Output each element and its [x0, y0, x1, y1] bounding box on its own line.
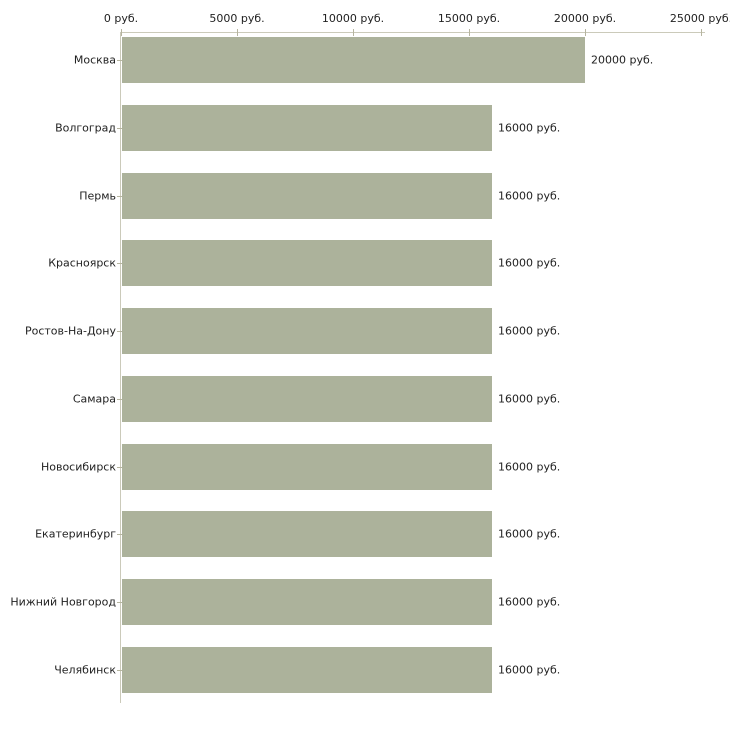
x-axis-tick-label: 5000 руб. — [209, 12, 265, 25]
x-axis-tick-label: 15000 руб. — [437, 12, 501, 25]
bar — [122, 376, 492, 422]
y-axis-tick-mark — [117, 331, 124, 332]
value-label: 16000 руб. — [498, 256, 561, 270]
value-label: 16000 руб. — [498, 663, 561, 677]
category-label: Самара — [72, 392, 116, 406]
x-axis-tick-mark — [237, 29, 238, 36]
x-axis-tick-mark — [353, 29, 354, 36]
bar — [122, 444, 492, 490]
category-label: Москва — [73, 53, 116, 67]
value-label: 16000 руб. — [498, 121, 561, 135]
y-axis-tick-mark — [117, 263, 124, 264]
value-label: 16000 руб. — [498, 527, 561, 541]
bar — [122, 511, 492, 557]
value-label: 16000 руб. — [498, 189, 561, 203]
bar — [122, 579, 492, 625]
bar — [122, 647, 492, 693]
category-label: Екатеринбург — [35, 527, 116, 541]
y-axis-tick-mark — [117, 128, 124, 129]
y-axis-tick-mark — [117, 60, 124, 61]
bar — [122, 240, 492, 286]
x-axis-tick-label: 25000 руб. — [669, 12, 730, 25]
x-axis-tick-label: 20000 руб. — [553, 12, 617, 25]
value-label: 16000 руб. — [498, 392, 561, 406]
x-axis-tick-label: 0 руб. — [103, 12, 139, 25]
y-axis-tick-mark — [117, 602, 124, 603]
category-label: Ростов-На-Дону — [24, 324, 116, 338]
y-axis-tick-mark — [117, 670, 124, 671]
category-label: Пермь — [79, 189, 116, 203]
x-axis-line — [121, 32, 705, 33]
y-axis-tick-mark — [117, 467, 124, 468]
y-axis-tick-mark — [117, 399, 124, 400]
y-axis-line — [120, 32, 121, 703]
x-axis-tick-mark — [121, 29, 122, 36]
bar — [122, 173, 492, 219]
category-label: Красноярск — [48, 256, 116, 270]
y-axis-tick-mark — [117, 534, 124, 535]
value-label: 16000 руб. — [498, 595, 561, 609]
x-axis-tick-mark — [585, 29, 586, 36]
category-label: Челябинск — [54, 663, 116, 677]
x-axis-tick-label: 10000 руб. — [321, 12, 385, 25]
value-label: 16000 руб. — [498, 460, 561, 474]
category-label: Волгоград — [55, 121, 116, 135]
category-label: Нижний Новгород — [10, 595, 116, 609]
bar — [122, 37, 585, 83]
value-label: 20000 руб. — [591, 53, 654, 67]
bar — [122, 308, 492, 354]
value-label: 16000 руб. — [498, 324, 561, 338]
category-label: Новосибирск — [40, 460, 116, 474]
y-axis-tick-mark — [117, 196, 124, 197]
bar — [122, 105, 492, 151]
x-axis-tick-mark — [701, 29, 702, 36]
x-axis-tick-mark — [469, 29, 470, 36]
